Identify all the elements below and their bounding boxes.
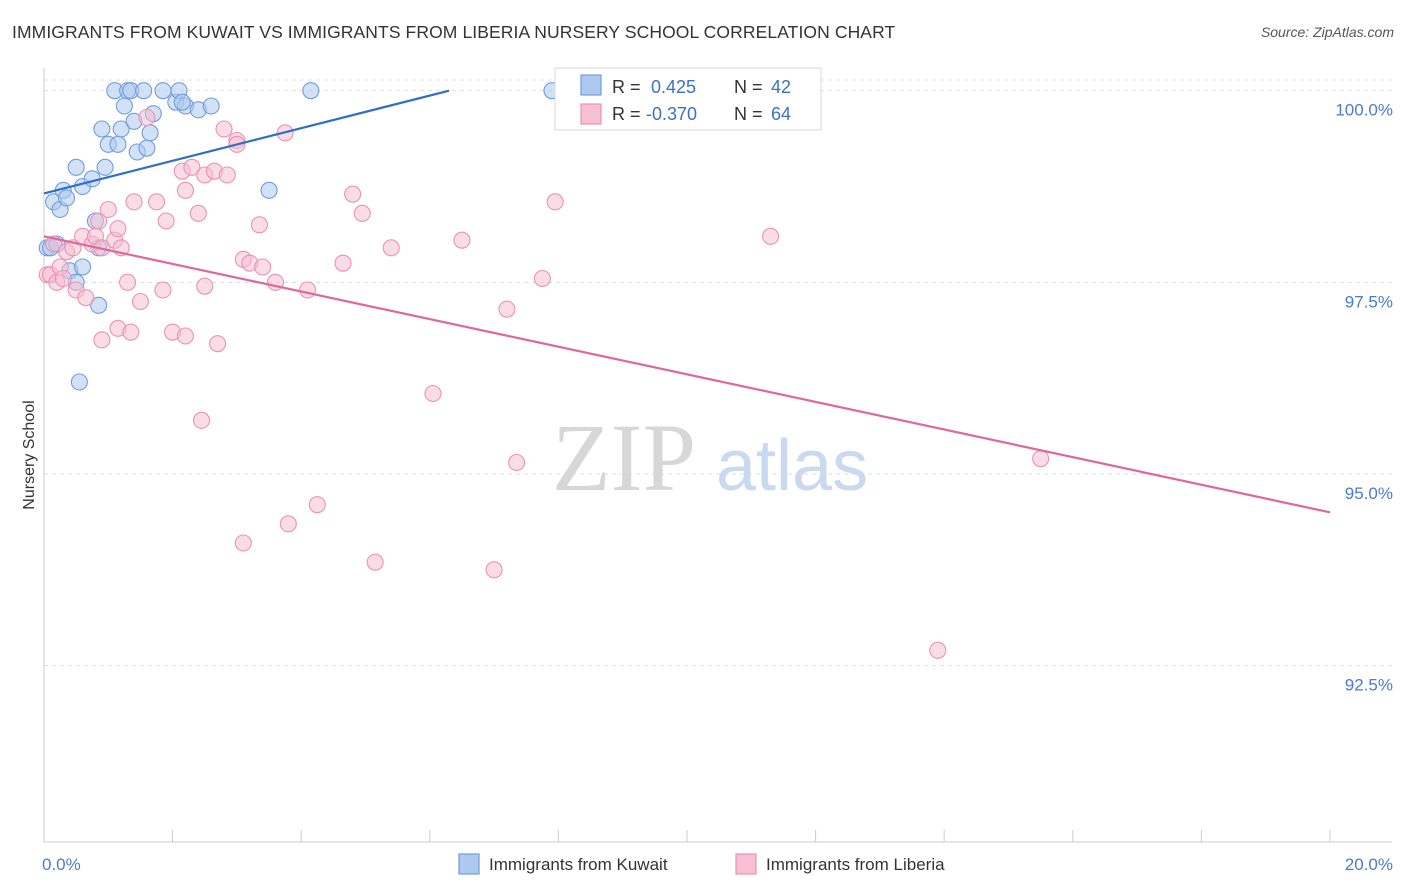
point-liberia: [533, 269, 551, 288]
point-liberia: [334, 254, 352, 272]
point-liberia: [254, 258, 272, 276]
y-tick-label: 97.5%: [1345, 292, 1393, 311]
bottom-legend: Immigrants from Kuwait Immigrants from L…: [458, 853, 945, 875]
point-kuwait: [202, 97, 220, 115]
point-kuwait: [154, 82, 172, 100]
point-liberia: [762, 227, 780, 245]
point-liberia: [147, 193, 166, 211]
point-liberia: [485, 561, 503, 579]
point-liberia: [344, 185, 362, 203]
trend-lines: [43, 89, 1331, 514]
point-kuwait: [173, 93, 191, 111]
point-liberia: [54, 269, 72, 288]
point-liberia: [299, 281, 317, 299]
bottom-legend-label-kuwait: Immigrants from Kuwait: [489, 855, 668, 874]
point-kuwait: [93, 120, 111, 138]
point-liberia: [453, 231, 471, 249]
point-kuwait: [138, 139, 156, 157]
point-kuwait: [90, 296, 108, 314]
legend-r-value-liberia: -0.370: [646, 104, 697, 124]
bottom-legend-swatch-liberia: [735, 853, 757, 875]
point-liberia: [157, 212, 175, 230]
point-kuwait: [260, 181, 278, 199]
point-liberia: [250, 216, 268, 234]
point-liberia: [196, 277, 214, 295]
point-liberia: [122, 323, 140, 341]
point-liberia: [215, 120, 233, 138]
point-liberia: [382, 239, 400, 257]
chart-source: Source: ZipAtlas.com: [1260, 24, 1394, 40]
bottom-legend-swatch-kuwait: [458, 853, 480, 875]
point-liberia: [353, 204, 371, 222]
point-kuwait: [57, 189, 76, 207]
y-tick-label: 92.5%: [1345, 676, 1393, 695]
point-liberia: [498, 300, 516, 318]
legend-r-value-kuwait: 0.425: [651, 77, 696, 97]
point-liberia: [234, 534, 252, 552]
point-liberia: [176, 327, 195, 345]
point-kuwait: [135, 82, 153, 100]
point-liberia: [131, 292, 149, 311]
stat-legend: R = 0.425 N = 42 R = -0.370 N = 64: [554, 67, 822, 131]
legend-n-label-liberia: N =: [734, 104, 763, 124]
legend-n-value-kuwait: 42: [771, 77, 791, 97]
watermark-atlas: atlas: [716, 426, 868, 506]
point-liberia: [176, 181, 195, 199]
point-liberia: [546, 193, 564, 211]
point-liberia: [77, 289, 95, 307]
point-liberia: [119, 273, 137, 291]
tick-labels: 92.5% 95.0% 97.5% 100.0% 0.0% 20.0%: [42, 101, 1393, 874]
point-liberia: [125, 193, 143, 211]
trend-line-kuwait: [43, 89, 450, 195]
point-liberia: [508, 453, 526, 472]
point-liberia: [209, 335, 227, 353]
legend-r-label-liberia: R =: [612, 104, 641, 124]
point-liberia: [90, 212, 108, 230]
point-kuwait: [67, 158, 85, 176]
point-liberia: [109, 220, 127, 238]
x-tick-label: 0.0%: [42, 855, 81, 874]
data-points: [38, 82, 1050, 659]
point-liberia: [218, 166, 236, 184]
point-liberia: [189, 204, 207, 222]
point-liberia: [279, 515, 297, 533]
point-kuwait: [96, 158, 114, 176]
y-axis-label: Nursery School: [21, 400, 38, 509]
legend-r-label-kuwait: R =: [612, 77, 641, 97]
point-liberia: [154, 281, 172, 299]
watermark-zip: ZIP: [552, 404, 696, 511]
point-liberia: [929, 641, 947, 659]
point-liberia: [308, 496, 326, 514]
legend-swatch-liberia: [580, 103, 602, 125]
point-kuwait: [70, 373, 88, 391]
point-liberia: [183, 158, 201, 176]
point-liberia: [192, 411, 211, 429]
bottom-legend-label-liberia: Immigrants from Liberia: [766, 855, 945, 874]
point-kuwait: [109, 135, 127, 153]
legend-swatch-kuwait: [580, 74, 602, 96]
point-kuwait: [74, 258, 92, 276]
watermark: ZIP atlas: [552, 404, 868, 511]
x-tick-label: 20.0%: [1345, 855, 1393, 874]
point-kuwait: [302, 82, 320, 100]
point-liberia: [1032, 450, 1050, 468]
legend-n-value-liberia: 64: [771, 104, 791, 124]
y-tick-label: 100.0%: [1335, 101, 1393, 120]
chart-title: IMMIGRANTS FROM KUWAIT VS IMMIGRANTS FRO…: [12, 22, 896, 42]
point-liberia: [93, 331, 111, 349]
point-liberia: [138, 108, 156, 127]
point-liberia: [99, 200, 117, 219]
grid-lines: [44, 79, 1392, 667]
point-liberia: [366, 553, 384, 571]
point-kuwait: [141, 124, 159, 142]
y-tick-label: 95.0%: [1345, 484, 1393, 503]
legend-n-label-kuwait: N =: [734, 77, 763, 97]
point-kuwait: [115, 97, 133, 115]
trend-line-liberia: [43, 235, 1331, 514]
point-kuwait: [112, 120, 130, 138]
point-liberia: [424, 384, 442, 403]
axes: [43, 68, 1392, 843]
